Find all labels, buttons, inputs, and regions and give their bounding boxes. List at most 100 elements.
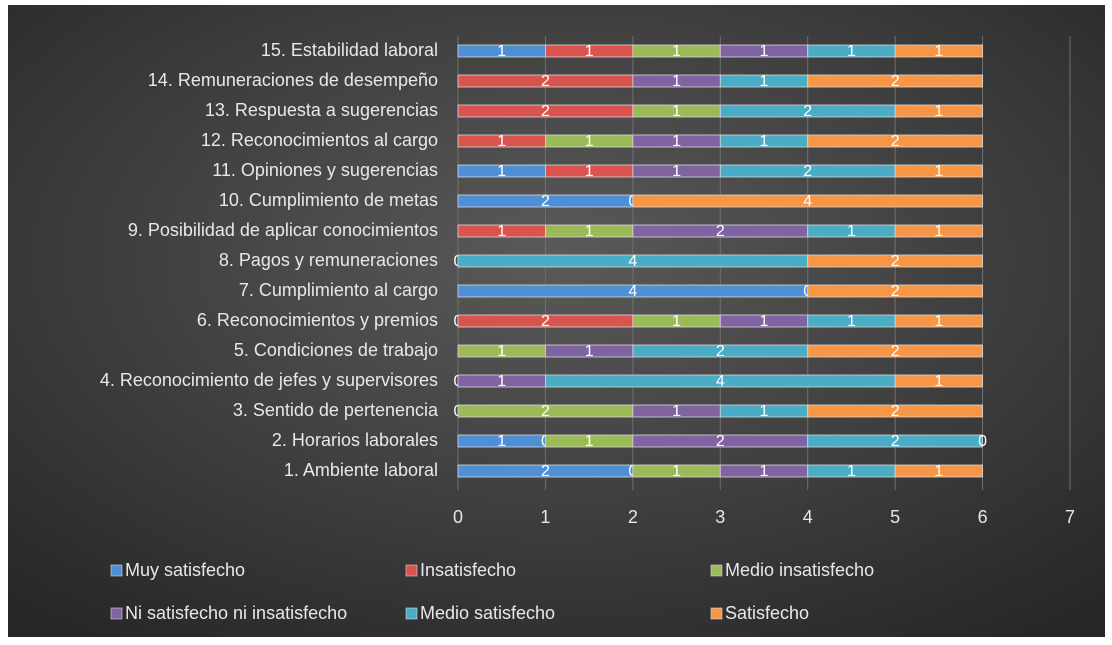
y-tick-label: 1. Ambiente laboral xyxy=(284,460,438,480)
bar-segment xyxy=(894,464,983,478)
data-label: 1 xyxy=(497,433,506,450)
y-tick-label: 8. Pagos y remuneraciones xyxy=(219,250,438,270)
data-label: 2 xyxy=(803,103,812,120)
y-tick-label: 7. Cumplimiento al cargo xyxy=(239,280,438,300)
data-label: 2 xyxy=(891,403,900,420)
legend-label: Medio satisfecho xyxy=(420,603,555,623)
x-tick-label: 6 xyxy=(978,507,988,527)
x-tick-label: 0 xyxy=(453,507,463,527)
legend-swatch xyxy=(710,607,723,620)
data-label: 1 xyxy=(672,403,681,420)
data-label: 2 xyxy=(891,343,900,360)
data-label: 1 xyxy=(497,163,506,180)
data-label: 1 xyxy=(760,133,769,150)
legend-swatch xyxy=(405,607,418,620)
x-tick-label: 4 xyxy=(803,507,813,527)
data-label: 4 xyxy=(803,193,812,210)
y-tick-label: 4. Reconocimiento de jefes y supervisore… xyxy=(100,370,438,390)
x-tick-label: 3 xyxy=(715,507,725,527)
data-label: 1 xyxy=(585,433,594,450)
data-label: 1 xyxy=(672,73,681,90)
y-tick-label: 5. Condiciones de trabajo xyxy=(234,340,438,360)
data-label: 1 xyxy=(585,343,594,360)
legend-swatch xyxy=(405,564,418,577)
legend-swatch xyxy=(110,564,123,577)
data-label: 1 xyxy=(934,463,943,480)
bar-segment xyxy=(894,374,983,388)
legend-swatch xyxy=(110,607,123,620)
data-label: 2 xyxy=(541,403,550,420)
bar-segment xyxy=(894,44,983,58)
bar-segment xyxy=(894,314,983,328)
data-label: 2 xyxy=(716,433,725,450)
x-tick-label: 1 xyxy=(540,507,550,527)
data-label: 1 xyxy=(672,103,681,120)
x-tick-label: 7 xyxy=(1065,507,1075,527)
x-tick-label: 5 xyxy=(890,507,900,527)
y-tick-label: 15. Estabilidad laboral xyxy=(261,40,438,60)
x-tick-label: 2 xyxy=(628,507,638,527)
y-tick-label: 9. Posibilidad de aplicar conocimientos xyxy=(128,220,438,240)
y-tick-label: 10. Cumplimiento de metas xyxy=(219,190,438,210)
data-label: 2 xyxy=(716,223,725,240)
bar-segment xyxy=(807,74,983,88)
data-label: 2 xyxy=(891,283,900,300)
data-label: 1 xyxy=(934,313,943,330)
data-label: 1 xyxy=(585,43,594,60)
legend-label: Medio insatisfecho xyxy=(725,560,874,580)
data-label: 1 xyxy=(760,463,769,480)
data-label: 2 xyxy=(541,73,550,90)
data-label: 4 xyxy=(716,373,725,390)
data-label: 2 xyxy=(891,73,900,90)
data-label: 1 xyxy=(847,223,856,240)
data-label: 1 xyxy=(847,43,856,60)
data-label: 1 xyxy=(847,463,856,480)
data-label: 1 xyxy=(934,43,943,60)
data-label: 1 xyxy=(672,313,681,330)
data-label: 0 xyxy=(978,433,987,450)
data-label: 1 xyxy=(847,313,856,330)
data-label: 4 xyxy=(628,283,637,300)
bar-segment xyxy=(807,404,983,418)
data-label: 1 xyxy=(934,163,943,180)
bar-segment xyxy=(807,254,983,268)
y-tick-label: 2. Horarios laborales xyxy=(272,430,438,450)
data-label: 1 xyxy=(760,73,769,90)
legend-label: Muy satisfecho xyxy=(125,560,245,580)
data-label: 1 xyxy=(497,343,506,360)
data-label: 1 xyxy=(934,373,943,390)
data-label: 1 xyxy=(934,223,943,240)
data-label: 1 xyxy=(497,373,506,390)
legend-label: Satisfecho xyxy=(725,603,809,623)
legend-label: Insatisfecho xyxy=(420,560,516,580)
y-tick-label: 14. Remuneraciones de desempeño xyxy=(148,70,438,90)
data-label: 2 xyxy=(541,313,550,330)
bar-segment xyxy=(807,284,983,298)
data-label: 1 xyxy=(672,163,681,180)
data-label: 2 xyxy=(891,253,900,270)
data-label: 2 xyxy=(541,463,550,480)
data-label: 1 xyxy=(760,403,769,420)
data-label: 4 xyxy=(628,253,637,270)
data-label: 1 xyxy=(497,43,506,60)
y-tick-label: 11. Opiniones y sugerencias xyxy=(212,160,438,180)
bar-segment xyxy=(807,434,983,448)
data-label: 1 xyxy=(934,103,943,120)
bar-segment xyxy=(807,134,983,148)
data-label: 1 xyxy=(760,43,769,60)
data-label: 1 xyxy=(672,43,681,60)
bar-segment xyxy=(807,344,983,358)
data-label: 2 xyxy=(541,193,550,210)
bar-segment xyxy=(894,164,983,178)
data-label: 2 xyxy=(716,343,725,360)
legend-label: Ni satisfecho ni insatisfecho xyxy=(125,603,347,623)
data-label: 2 xyxy=(803,163,812,180)
data-label: 2 xyxy=(891,133,900,150)
data-label: 1 xyxy=(585,133,594,150)
legend-swatch xyxy=(710,564,723,577)
y-tick-label: 6. Reconocimientos y premios xyxy=(197,310,438,330)
data-label: 1 xyxy=(672,463,681,480)
data-label: 2 xyxy=(891,433,900,450)
